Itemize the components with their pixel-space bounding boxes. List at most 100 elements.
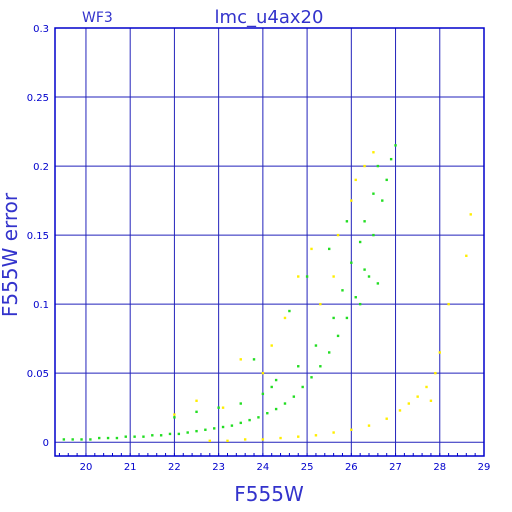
yellow-data-point: [438, 351, 441, 354]
green-data-point: [248, 418, 251, 422]
yellow-data-point: [407, 402, 411, 405]
green-data-point: [288, 309, 291, 313]
green-data-point: [62, 438, 66, 441]
yellow-data-point: [195, 399, 198, 402]
yellow-data-point: [297, 435, 300, 438]
green-data-point: [341, 289, 344, 292]
y-axis-label: F555W error: [0, 192, 22, 317]
green-data-point: [133, 435, 136, 438]
yellow-data-point: [385, 417, 388, 420]
yellow-data-point: [398, 409, 402, 412]
green-data-point: [372, 192, 375, 195]
yellow-data-point: [354, 178, 357, 182]
yellow-data-point: [469, 213, 472, 216]
green-data-point: [358, 302, 362, 306]
green-data-point: [142, 435, 145, 438]
green-data-point: [239, 402, 242, 405]
green-data-point: [177, 432, 181, 436]
yellow-data-point: [367, 424, 371, 427]
y-tick-label: 0.1: [33, 300, 49, 311]
green-data-point: [354, 296, 357, 299]
yellow-data-point: [243, 438, 247, 441]
green-data-point: [115, 436, 119, 440]
yellow-data-point: [226, 439, 229, 443]
axis-ticks: 20 21 22 23 24 25 26 27 28 29 0 0.05 0.1 0.15 0.2 0.25 0…: [27, 24, 491, 473]
green-data-point: [168, 432, 172, 436]
green-data-point: [297, 365, 300, 368]
green-data-point: [98, 436, 101, 440]
green-data-point: [173, 416, 176, 419]
y-tick-label: 0.3: [33, 24, 49, 35]
green-data-point: [319, 365, 322, 368]
x-axis-label: F555W: [234, 482, 304, 506]
yellow-data-point: [314, 434, 318, 437]
green-data-point: [217, 406, 220, 409]
green-data-point: [328, 351, 331, 354]
green-data-point: [106, 436, 110, 440]
yellow-data-point: [270, 344, 273, 347]
yellow-data-point: [279, 436, 282, 440]
yellow-data-point: [447, 302, 450, 306]
chart-title: lmc_u4ax20: [215, 7, 324, 28]
x-tick-label: 27: [389, 462, 402, 473]
y-tick-label: 0.25: [27, 93, 49, 104]
green-data-point: [159, 434, 163, 437]
green-data-point: [345, 316, 349, 320]
y-tick-label: 0.05: [27, 369, 49, 380]
y-tick-label: 0: [43, 438, 49, 449]
green-data-point: [195, 410, 198, 414]
yellow-data-point: [221, 406, 225, 409]
green-data-point: [292, 395, 296, 398]
green-data-point: [376, 164, 380, 168]
green-data-point: [336, 334, 340, 338]
green-data-point: [270, 385, 273, 389]
yellow-data-point: [208, 439, 211, 443]
green-data-point: [376, 282, 380, 285]
x-tick-label: 20: [80, 462, 93, 473]
green-data-point: [274, 378, 278, 382]
y-tick-label: 0.2: [33, 162, 49, 173]
plot-frame: [54, 27, 485, 457]
green-data-point: [195, 429, 198, 433]
yellow-data-point: [336, 233, 340, 237]
green-data-point: [124, 435, 127, 438]
green-data-point: [257, 416, 260, 419]
green-data-point: [358, 240, 362, 244]
green-data-point: [394, 144, 397, 147]
green-data-point: [385, 178, 388, 182]
green-data-point: [261, 392, 265, 396]
yellow-data-point: [173, 413, 176, 416]
yellow-data-point: [465, 254, 468, 258]
x-tick-label: 24: [256, 462, 269, 473]
green-data-point: [151, 434, 154, 437]
green-data-point: [345, 220, 349, 223]
yellow-data-point: [261, 371, 265, 375]
green-data-point: [301, 385, 304, 389]
green-data-point: [230, 424, 234, 427]
yellow-data-point: [429, 399, 433, 402]
green-data-point: [283, 402, 287, 405]
green-data-point: [221, 425, 225, 429]
green-data-point: [89, 438, 92, 441]
green-data-point: [314, 344, 318, 347]
corner-label: WF3: [82, 10, 113, 26]
green-data-point: [389, 157, 393, 161]
yellow-data-point: [310, 247, 313, 251]
green-data-point: [305, 275, 309, 278]
x-tick-label: 29: [478, 462, 491, 473]
green-data-point: [266, 412, 269, 415]
green-data-point: [204, 428, 207, 431]
green-data-point: [213, 427, 216, 430]
green-data-point: [252, 358, 256, 361]
green-data-point: [363, 220, 366, 223]
yellow-data-point: [434, 371, 437, 375]
green-data-point: [71, 438, 74, 441]
yellow-data-point: [319, 302, 322, 306]
yellow-data-point: [350, 428, 353, 431]
data-points: [62, 144, 472, 443]
yellow-data-point: [332, 275, 335, 278]
green-data-point: [350, 261, 353, 264]
green-data-point: [328, 247, 331, 251]
x-tick-label: 25: [301, 462, 314, 473]
